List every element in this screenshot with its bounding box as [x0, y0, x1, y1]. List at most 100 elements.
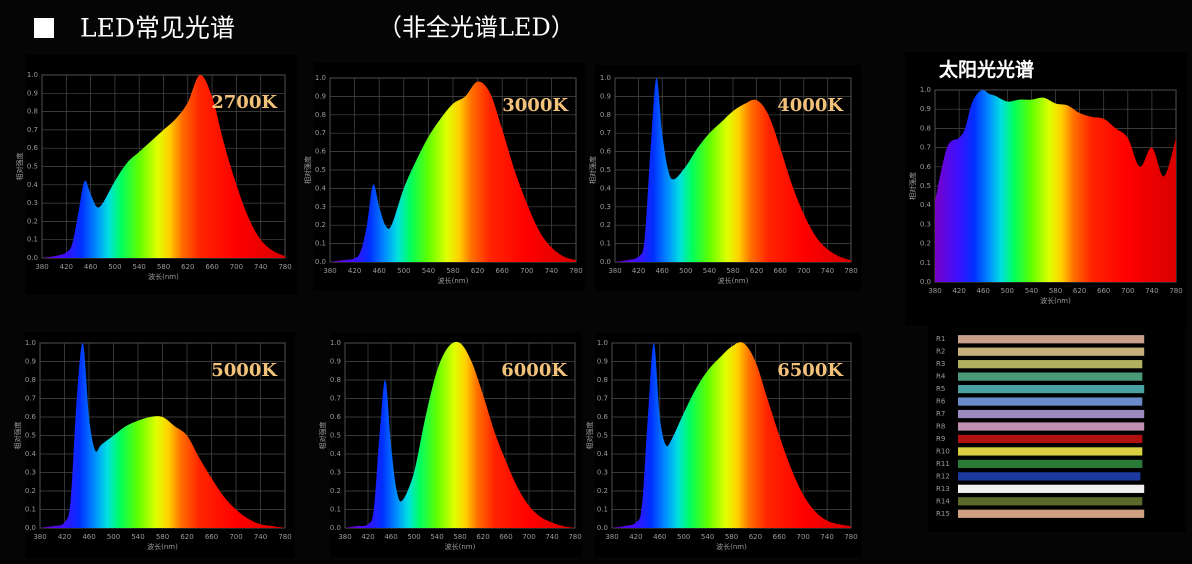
- x-tick-label: 540: [701, 533, 714, 541]
- x-tick-label: 580: [453, 533, 466, 541]
- y-tick-label: 0.6: [330, 413, 342, 421]
- x-tick-label: 700: [797, 267, 810, 275]
- bar: [958, 472, 1141, 481]
- y-tick-label: 0.2: [597, 487, 608, 495]
- y-tick-label: 0.4: [315, 184, 327, 192]
- y-axis-label: 相对强度: [588, 156, 597, 184]
- x-tick-label: 420: [361, 533, 374, 541]
- x-tick-label: 460: [82, 533, 95, 541]
- bar: [958, 422, 1145, 431]
- x-tick-label: 540: [1025, 287, 1038, 295]
- y-tick-label: 1.0: [600, 74, 611, 82]
- x-tick-label: 540: [133, 263, 146, 271]
- x-tick-label: 420: [348, 267, 361, 275]
- y-tick-label: 0.6: [597, 413, 609, 421]
- y-tick-label: 0.0: [27, 254, 38, 262]
- category-label: R1: [936, 335, 945, 343]
- y-tick-label: 0.1: [600, 240, 611, 248]
- category-label: R6: [936, 398, 946, 406]
- y-tick-label: 0.1: [27, 236, 38, 244]
- spectrum-area: [615, 77, 851, 262]
- x-tick-label: 380: [928, 287, 941, 295]
- y-axis-label: 相对强度: [585, 422, 594, 450]
- category-label: R7: [936, 410, 945, 418]
- x-tick-label: 380: [33, 533, 46, 541]
- x-axis-label: 波长(nm): [438, 276, 469, 285]
- x-tick-label: 580: [446, 267, 459, 275]
- y-tick-label: 0.8: [25, 376, 36, 384]
- y-tick-label: 0.3: [920, 220, 931, 228]
- x-tick-label: 660: [773, 533, 786, 541]
- x-tick-label: 620: [750, 267, 763, 275]
- y-tick-label: 0.6: [600, 148, 612, 156]
- x-tick-label: 700: [230, 263, 243, 271]
- x-tick-label: 500: [108, 263, 121, 271]
- y-tick-label: 0.7: [27, 126, 38, 134]
- y-tick-label: 0.2: [920, 240, 931, 248]
- y-tick-label: 0.9: [330, 358, 341, 366]
- x-tick-label: 620: [471, 267, 484, 275]
- y-tick-label: 0.5: [27, 163, 38, 171]
- y-tick-label: 0.8: [920, 124, 931, 132]
- y-tick-label: 0.1: [315, 240, 326, 248]
- bar: [958, 347, 1145, 356]
- y-tick-label: 1.0: [920, 86, 931, 94]
- y-tick-label: 0.7: [330, 395, 341, 403]
- x-axis-label: 波长(nm): [148, 272, 179, 281]
- y-tick-label: 0.2: [315, 221, 326, 229]
- chart-title: 6000K: [501, 360, 568, 381]
- y-tick-label: 1.0: [27, 71, 38, 79]
- x-tick-label: 500: [679, 267, 692, 275]
- x-tick-label: 700: [1121, 287, 1134, 295]
- spectrum-area: [345, 341, 575, 528]
- y-tick-label: 1.0: [597, 339, 608, 347]
- x-tick-label: 500: [397, 267, 410, 275]
- y-tick-label: 0.7: [600, 129, 611, 137]
- x-tick-label: 420: [629, 533, 642, 541]
- bar: [958, 497, 1143, 506]
- chart-title: 2700K: [211, 92, 278, 113]
- y-tick-label: 0.7: [920, 144, 931, 152]
- x-tick-label: 780: [569, 267, 582, 275]
- chart-title: 太阳光光谱: [939, 58, 1034, 81]
- y-tick-label: 0.3: [315, 203, 326, 211]
- x-tick-label: 700: [520, 267, 533, 275]
- x-tick-label: 580: [726, 267, 739, 275]
- chart-title: 5000K: [211, 360, 278, 381]
- y-tick-label: 0.5: [315, 166, 326, 174]
- x-tick-label: 380: [605, 533, 618, 541]
- y-tick-label: 0.8: [315, 111, 326, 119]
- category-label: R11: [936, 460, 950, 468]
- x-tick-label: 380: [608, 267, 621, 275]
- x-axis-label: 波长(nm): [147, 542, 178, 551]
- bar: [958, 409, 1145, 419]
- page-title: LED常见光谱: [80, 14, 235, 43]
- x-tick-label: 780: [278, 533, 291, 541]
- category-label: R14: [936, 497, 950, 505]
- x-tick-label: 420: [632, 267, 645, 275]
- x-axis-label: 波长(nm): [716, 542, 747, 551]
- x-tick-label: 740: [254, 533, 267, 541]
- y-tick-label: 0.5: [600, 166, 611, 174]
- chart-title: 4000K: [777, 95, 844, 116]
- y-tick-label: 0.2: [27, 217, 38, 225]
- y-tick-label: 1.0: [330, 339, 341, 347]
- x-tick-label: 540: [703, 267, 716, 275]
- x-tick-label: 620: [476, 533, 489, 541]
- y-tick-label: 0.9: [597, 358, 608, 366]
- y-tick-label: 0.0: [597, 524, 608, 532]
- x-tick-label: 580: [157, 263, 170, 271]
- x-tick-label: 540: [430, 533, 443, 541]
- x-tick-label: 660: [496, 267, 509, 275]
- category-label: R3: [936, 360, 945, 368]
- y-tick-label: 0.5: [330, 432, 341, 440]
- spectrum-area: [935, 90, 1176, 282]
- y-axis-label: 相对强度: [303, 156, 312, 184]
- chart-title: 3000K: [502, 95, 569, 116]
- y-tick-label: 0.4: [330, 450, 342, 458]
- y-tick-label: 0.4: [600, 184, 612, 192]
- y-tick-label: 0.7: [315, 129, 326, 137]
- y-tick-label: 0.3: [27, 199, 38, 207]
- category-label: R8: [936, 423, 945, 431]
